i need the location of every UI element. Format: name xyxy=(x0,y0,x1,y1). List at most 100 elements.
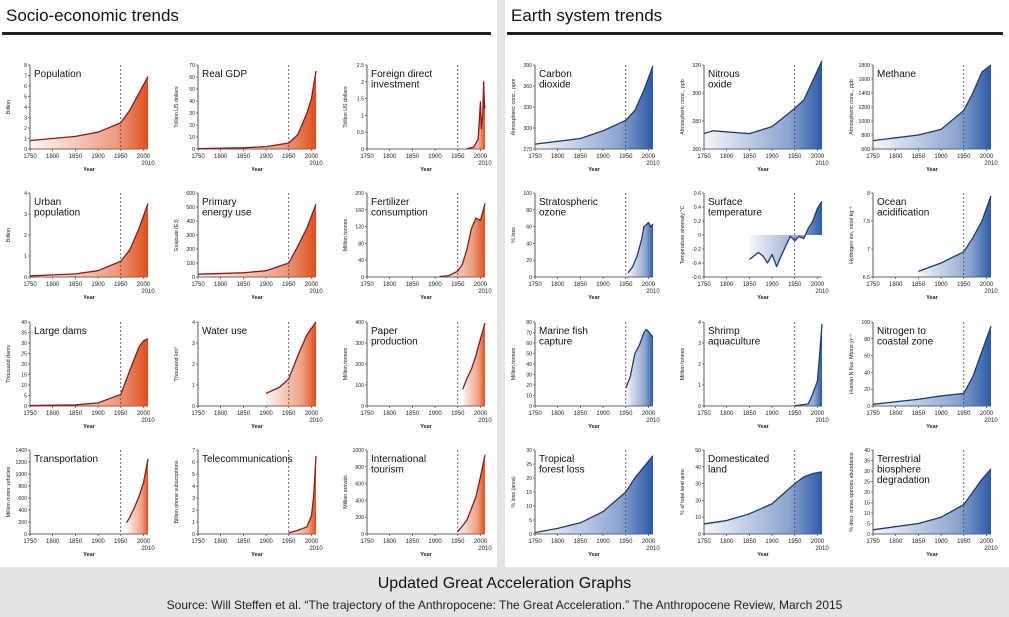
ocean-acidification-ytick-label-3: 8 xyxy=(867,191,870,197)
population-ytick-label-1: 1 xyxy=(24,137,27,143)
biosphere-degradation-title-line-0: Terrestrial xyxy=(877,454,921,465)
fdi-ytick-label-3: 1.5 xyxy=(357,97,364,103)
nitrogen-coastal-ytick-label-3: 60 xyxy=(864,354,870,360)
population-ytick-label-8: 8 xyxy=(24,63,27,69)
paper-production-xtick-label-2: 1850 xyxy=(406,411,420,417)
ocean-acidification-xtick-label-end: 2010 xyxy=(984,289,998,295)
transportation-ytick-label-6: 1200 xyxy=(15,460,27,466)
biosphere-degradation-xlabel: Year xyxy=(926,552,938,558)
large-dams-ytick-label-4: 20 xyxy=(21,362,27,368)
marine-fish-series-line xyxy=(625,328,654,389)
surface-temperature-xtick-label-1: 1800 xyxy=(720,282,734,288)
domesticated-land-ytick-label-3: 30 xyxy=(695,482,701,488)
domesticated-land-ytick-label-2: 20 xyxy=(695,498,701,504)
water-use-ytick-label-3: 3 xyxy=(192,341,195,347)
forest-loss-xtick-label-3: 1900 xyxy=(596,539,610,545)
surface-temperature-xtick-label-5: 2000 xyxy=(811,282,825,288)
water-use-xtick-label-2: 1850 xyxy=(237,411,251,417)
water-use-xtick-label-4: 1950 xyxy=(282,411,296,417)
surface-temperature-series-line xyxy=(748,201,823,268)
urban-population-ytick-label-4: 4 xyxy=(24,191,27,197)
real-gdp-xlabel: Year xyxy=(251,167,263,173)
biosphere-degradation-ytick-label-4: 20 xyxy=(864,490,870,496)
population-ytick-label-4: 4 xyxy=(24,105,27,111)
primary-energy-ylabel: Exajoule (EJ) xyxy=(174,219,180,251)
water-use-xtick-label-3: 1900 xyxy=(259,411,273,417)
biosphere-degradation-ytick-label-2: 10 xyxy=(864,511,870,517)
ozone-title-line-1: ozone xyxy=(539,208,567,219)
forest-loss-xtick-label-end: 2010 xyxy=(646,546,660,552)
real-gdp-area xyxy=(198,71,316,149)
marine-fish-ytick-label-6: 60 xyxy=(526,341,532,347)
tourism-xtick-label-5: 2000 xyxy=(474,539,488,545)
ozone-ytick-label-2: 40 xyxy=(526,241,532,247)
chart-biosphere-degradation: 0 5 10 15 20 25 30 35 40 1750 1800 1850 1900 1950 2000… xyxy=(849,448,998,558)
water-use-ylabel: Thousand km³ xyxy=(174,347,180,381)
real-gdp-xtick-label-4: 1950 xyxy=(282,154,296,160)
forest-loss-xtick-label-5: 2000 xyxy=(642,539,656,545)
forest-loss-xtick-label-1: 1800 xyxy=(551,539,565,545)
chart-carbon-dioxide: 270 300 330 360 390 1750 1800 1850 1900 1950 20002… xyxy=(511,63,660,173)
transportation-ytick-label-2: 400 xyxy=(18,508,27,514)
forest-loss-title-line-1: forest loss xyxy=(539,465,585,476)
real-gdp-ytick-label-0: 0 xyxy=(192,147,195,153)
forest-loss-title-line-0: Tropical xyxy=(539,454,574,465)
biosphere-degradation-xtick-label-3: 1900 xyxy=(934,539,948,545)
primary-energy-ytick-label-1: 100 xyxy=(186,261,195,267)
tourism-xtick-label-1: 1800 xyxy=(383,539,397,545)
chart-transportation: 0 200 400 600 800 1000 1200 1400 1750 1800 1850 190… xyxy=(6,448,155,558)
domesticated-land-area xyxy=(704,471,822,534)
nitrous-oxide-ytick-label-0: 260 xyxy=(692,147,701,153)
paper-production-xtick-label-5: 2000 xyxy=(474,411,488,417)
biosphere-degradation-ytick-label-5: 25 xyxy=(864,480,870,486)
carbon-dioxide-xtick-label-5: 2000 xyxy=(642,154,656,160)
surface-temperature-ytick-label-2: -0.2 xyxy=(692,247,701,253)
domesticated-land-xtick-label-1: 1800 xyxy=(720,539,734,545)
ozone-xtick-label-2: 1850 xyxy=(574,282,588,288)
paper-production-ytick-label-3: 300 xyxy=(355,341,364,347)
marine-fish-xtick-label-0: 1750 xyxy=(528,411,542,417)
tourism-xtick-label-3: 1900 xyxy=(428,539,442,545)
forest-loss-ylabel: % loss (area) xyxy=(511,476,517,507)
ocean-acidification-ytick-label-2: 7.5 xyxy=(863,219,870,225)
shrimp-aquaculture-series-line xyxy=(794,324,823,407)
shrimp-aquaculture-xtick-label-5: 2000 xyxy=(811,411,825,417)
large-dams-area xyxy=(30,338,148,406)
ocean-acidification-xtick-label-1: 1800 xyxy=(889,282,903,288)
paper-production-title-line-0: Paper xyxy=(371,326,398,337)
fdi-xtick-label-0: 1750 xyxy=(360,154,374,160)
telecommunications-series-line xyxy=(288,455,317,534)
surface-temperature-ytick-label-4: 0.2 xyxy=(694,219,701,225)
urban-population-area xyxy=(30,203,148,277)
nitrous-oxide-xtick-label-end: 2010 xyxy=(815,161,829,167)
large-dams-xlabel: Year xyxy=(83,424,95,430)
methane-ytick-label-6: 1800 xyxy=(858,63,870,69)
surface-temperature-ylabel: Temperature anomaly °C xyxy=(680,206,686,265)
methane-xtick-label-5: 2000 xyxy=(980,154,994,160)
telecommunications-ylabel: Billion phone subscriptions xyxy=(174,460,180,523)
water-use-xtick-label-end: 2010 xyxy=(309,418,323,424)
large-dams-ytick-label-7: 35 xyxy=(21,331,27,337)
real-gdp-ytick-label-6: 60 xyxy=(189,75,195,81)
paper-production-ytick-label-2: 200 xyxy=(355,362,364,368)
real-gdp-xtick-label-2: 1850 xyxy=(237,154,251,160)
ocean-acidification-title-line-1: acidification xyxy=(877,208,929,219)
shrimp-aquaculture-ytick-label-2: 2 xyxy=(698,362,701,368)
tourism-ytick-label-3: 600 xyxy=(355,482,364,488)
water-use-ytick-label-4: 4 xyxy=(192,320,195,326)
primary-energy-ytick-label-5: 500 xyxy=(186,205,195,211)
urban-population-ylabel: Billion xyxy=(6,228,12,242)
forest-loss-ytick-label-6: 30 xyxy=(526,448,532,454)
primary-energy-area xyxy=(198,204,316,277)
chart-ozone: 0 20 40 60 80 100 1750 1800 1850 1900 1950 20002010… xyxy=(511,191,660,301)
nitrogen-coastal-ytick-label-0: 0 xyxy=(867,404,870,410)
nitrous-oxide-title-line-1: oxide xyxy=(708,80,732,91)
socio-economic-panel: Socio-economic trends xyxy=(0,0,497,567)
carbon-dioxide-series-line xyxy=(534,65,654,145)
paper-production-series-line xyxy=(462,322,486,390)
surface-temperature-area xyxy=(749,201,822,267)
biosphere-degradation-title-line-1: biosphere xyxy=(877,465,921,476)
ocean-acidification-xtick-label-4: 1950 xyxy=(957,282,971,288)
transportation-xtick-label-1: 1800 xyxy=(46,539,60,545)
